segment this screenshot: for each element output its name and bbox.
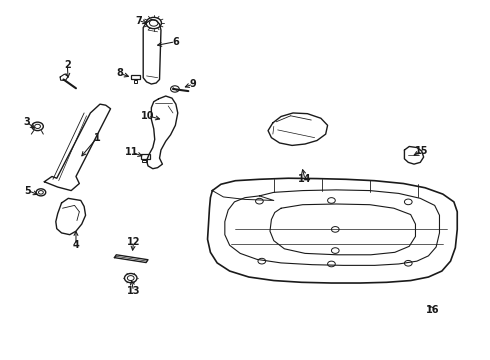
Text: 12: 12 — [127, 237, 140, 247]
Text: 6: 6 — [172, 37, 179, 47]
Text: 14: 14 — [298, 174, 312, 184]
Text: 2: 2 — [64, 60, 71, 70]
Text: 1: 1 — [94, 133, 100, 143]
Text: 16: 16 — [425, 305, 439, 315]
Text: 3: 3 — [23, 117, 30, 127]
Text: 7: 7 — [135, 15, 142, 26]
Text: 10: 10 — [141, 111, 155, 121]
Text: 11: 11 — [125, 148, 139, 157]
Text: 13: 13 — [127, 286, 140, 296]
Text: 9: 9 — [190, 79, 196, 89]
Text: 4: 4 — [73, 240, 79, 250]
Text: 15: 15 — [415, 146, 428, 156]
Text: 5: 5 — [24, 186, 31, 195]
Text: 8: 8 — [117, 68, 123, 78]
